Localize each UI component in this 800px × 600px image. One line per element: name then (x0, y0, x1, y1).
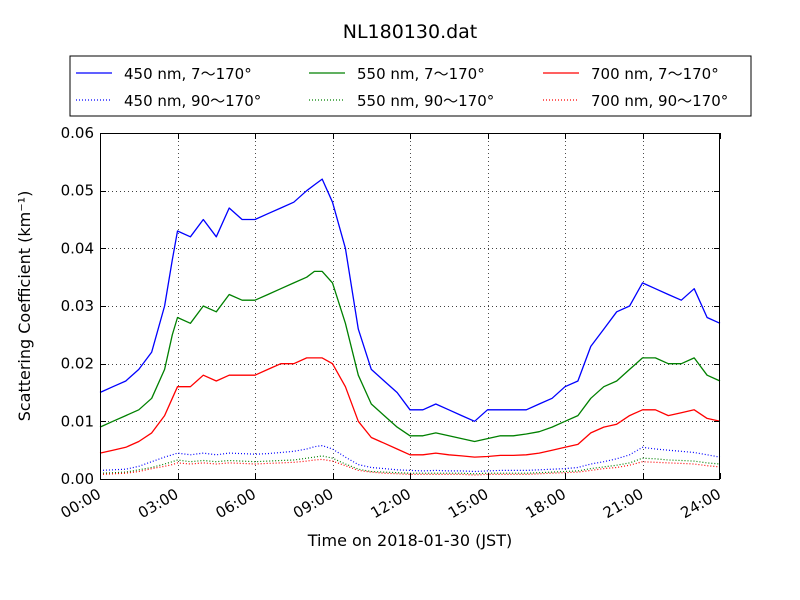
legend: 450 nm, 7～170° 450 nm, 90～170° 550 nm, 7～1… (69, 55, 752, 117)
y-tick-label: 0.04 (61, 239, 94, 257)
chart-title: NL180130.dat (343, 21, 478, 43)
series-line-4 (99, 455, 721, 475)
series-line-2 (99, 445, 721, 473)
y-tick-label: 0.06 (61, 124, 94, 142)
series-line-6 (99, 458, 721, 476)
series-line-5 (99, 357, 721, 458)
x-tick-label: 12:00 (368, 485, 414, 522)
x-tick-label: 24:00 (678, 485, 724, 522)
series-line-1 (99, 178, 721, 422)
series-layer (99, 178, 721, 476)
x-tick-label: 06:00 (213, 485, 259, 522)
ticks: 00:00 03:00 06:00 09:00 12:00 15:00 18:00 21:00… (58, 124, 724, 522)
y-axis-label: Scattering Coefficient (km⁻¹) (15, 191, 34, 422)
legend-label-6: 700 nm, 90～170° (591, 92, 728, 110)
y-tick-label: 0.03 (61, 297, 94, 315)
x-tick-label: 18:00 (523, 485, 569, 522)
x-tick-label: 15:00 (445, 485, 491, 522)
y-tick-label: 0.00 (61, 470, 94, 488)
grid (100, 133, 720, 479)
series-line-3 (99, 270, 721, 443)
legend-frame (69, 55, 752, 117)
y-tick-label: 0.02 (61, 355, 94, 373)
y-tick-label: 0.05 (61, 182, 94, 200)
legend-label-2: 450 nm, 90～170° (124, 92, 261, 110)
x-axis-label: Time on 2018-01-30 (JST) (307, 531, 512, 550)
x-tick-label: 00:00 (58, 485, 104, 522)
y-tick-label: 0.01 (61, 412, 94, 430)
x-tick-label: 09:00 (290, 485, 336, 522)
plot-frame (100, 133, 720, 480)
x-tick-label: 21:00 (600, 485, 646, 522)
x-tick-label: 03:00 (135, 485, 181, 522)
legend-label-5: 700 nm, 7～170° (591, 65, 719, 83)
legend-label-1: 450 nm, 7～170° (124, 65, 252, 83)
legend-label-3: 550 nm, 7～170° (357, 65, 485, 83)
legend-label-4: 550 nm, 90～170° (357, 92, 494, 110)
